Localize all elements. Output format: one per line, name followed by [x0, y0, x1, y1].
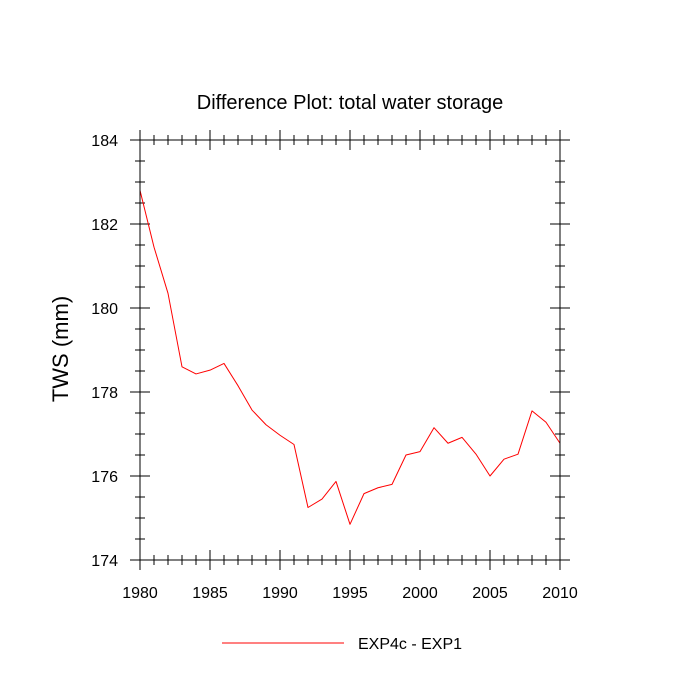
x-tick-label: 2010	[542, 585, 578, 602]
series-line-0	[139, 190, 561, 525]
x-tick-labels: 1980 1985 1990 1995 2000 2005 2010	[122, 585, 578, 602]
chart-title: Difference Plot: total water storage	[197, 92, 503, 114]
y-axis-title: TWS (mm)	[48, 296, 73, 402]
y-tick-label: 184	[91, 133, 118, 150]
plot-frame	[139, 139, 561, 561]
x-tick-label: 1985	[192, 585, 228, 602]
y-tick-labels: 174 176 178 180 182 184	[91, 133, 118, 570]
y-tick-label: 174	[91, 553, 118, 570]
x-tick-label: 1995	[332, 585, 368, 602]
y-tick-label: 178	[91, 385, 118, 402]
y-tick-label: 180	[91, 301, 118, 318]
x-tick-label: 1990	[262, 585, 298, 602]
x-tick-label: 2005	[472, 585, 508, 602]
x-tick-label: 1980	[122, 585, 158, 602]
y-tick-label: 176	[91, 469, 118, 486]
legend: EXP4c - EXP1	[222, 636, 462, 653]
legend-label: EXP4c - EXP1	[358, 636, 462, 653]
series-layer	[139, 190, 561, 525]
x-tick-label: 2000	[402, 585, 438, 602]
axis-ticks	[130, 130, 570, 570]
y-tick-label: 182	[91, 217, 118, 234]
